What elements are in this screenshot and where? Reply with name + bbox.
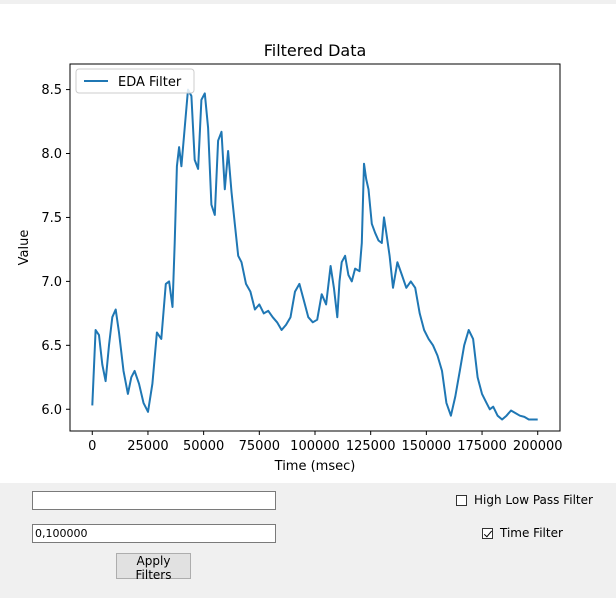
filter-parameter-input[interactable] xyxy=(32,491,276,510)
legend: EDA Filter xyxy=(75,68,195,94)
x-tick-label: 200000 xyxy=(513,439,563,454)
x-tick-label: 50000 xyxy=(183,439,224,454)
axes-frame xyxy=(69,63,561,432)
series-layer xyxy=(91,88,538,421)
axis-ticks: 0 25000 50000 75000 100000 125000 150000 175000… xyxy=(41,83,562,454)
y-tick-label: 8.5 xyxy=(41,83,62,98)
legend-box xyxy=(75,68,195,94)
high-low-pass-filter-checkbox[interactable] xyxy=(456,494,467,506)
filter-controls-panel: High Low Pass Filter Time Filter Apply F… xyxy=(0,483,616,598)
time-filter-checkbox[interactable] xyxy=(482,527,493,539)
y-tick-label: 8.0 xyxy=(41,147,62,162)
x-tick-label: 25000 xyxy=(127,439,168,454)
window-top-edge xyxy=(0,0,616,4)
x-axis-label: Time (msec) xyxy=(274,459,356,474)
chart-title: Filtered Data xyxy=(264,41,367,60)
x-tick-label: 125000 xyxy=(346,439,396,454)
x-tick-label: 175000 xyxy=(457,439,507,454)
x-tick-label: 0 xyxy=(88,439,96,454)
time-range-input[interactable] xyxy=(32,524,276,543)
time-filter-option[interactable]: Time Filter xyxy=(482,526,563,540)
high-low-pass-filter-label: High Low Pass Filter xyxy=(474,493,593,507)
high-low-pass-filter-option[interactable]: High Low Pass Filter xyxy=(456,493,593,507)
apply-filters-button[interactable]: Apply Filters xyxy=(116,553,191,582)
chart-figure: Filtered Data Time (msec) Value 0 25000 50… xyxy=(0,4,616,483)
y-axis-label: Value xyxy=(17,230,32,266)
x-tick-label: 75000 xyxy=(239,439,280,454)
y-tick-label: 7.5 xyxy=(41,211,62,226)
y-tick-label: 6.5 xyxy=(41,339,62,354)
y-tick-label: 7.0 xyxy=(41,275,62,290)
chart-canvas: Filtered Data Time (msec) Value 0 25000 50… xyxy=(17,41,563,474)
series-line-eda-filter xyxy=(91,88,538,421)
y-tick-label: 6.0 xyxy=(41,403,62,418)
legend-label: EDA Filter xyxy=(118,75,182,90)
x-tick-label: 100000 xyxy=(290,439,340,454)
time-filter-label: Time Filter xyxy=(500,526,563,540)
x-tick-label: 150000 xyxy=(402,439,452,454)
